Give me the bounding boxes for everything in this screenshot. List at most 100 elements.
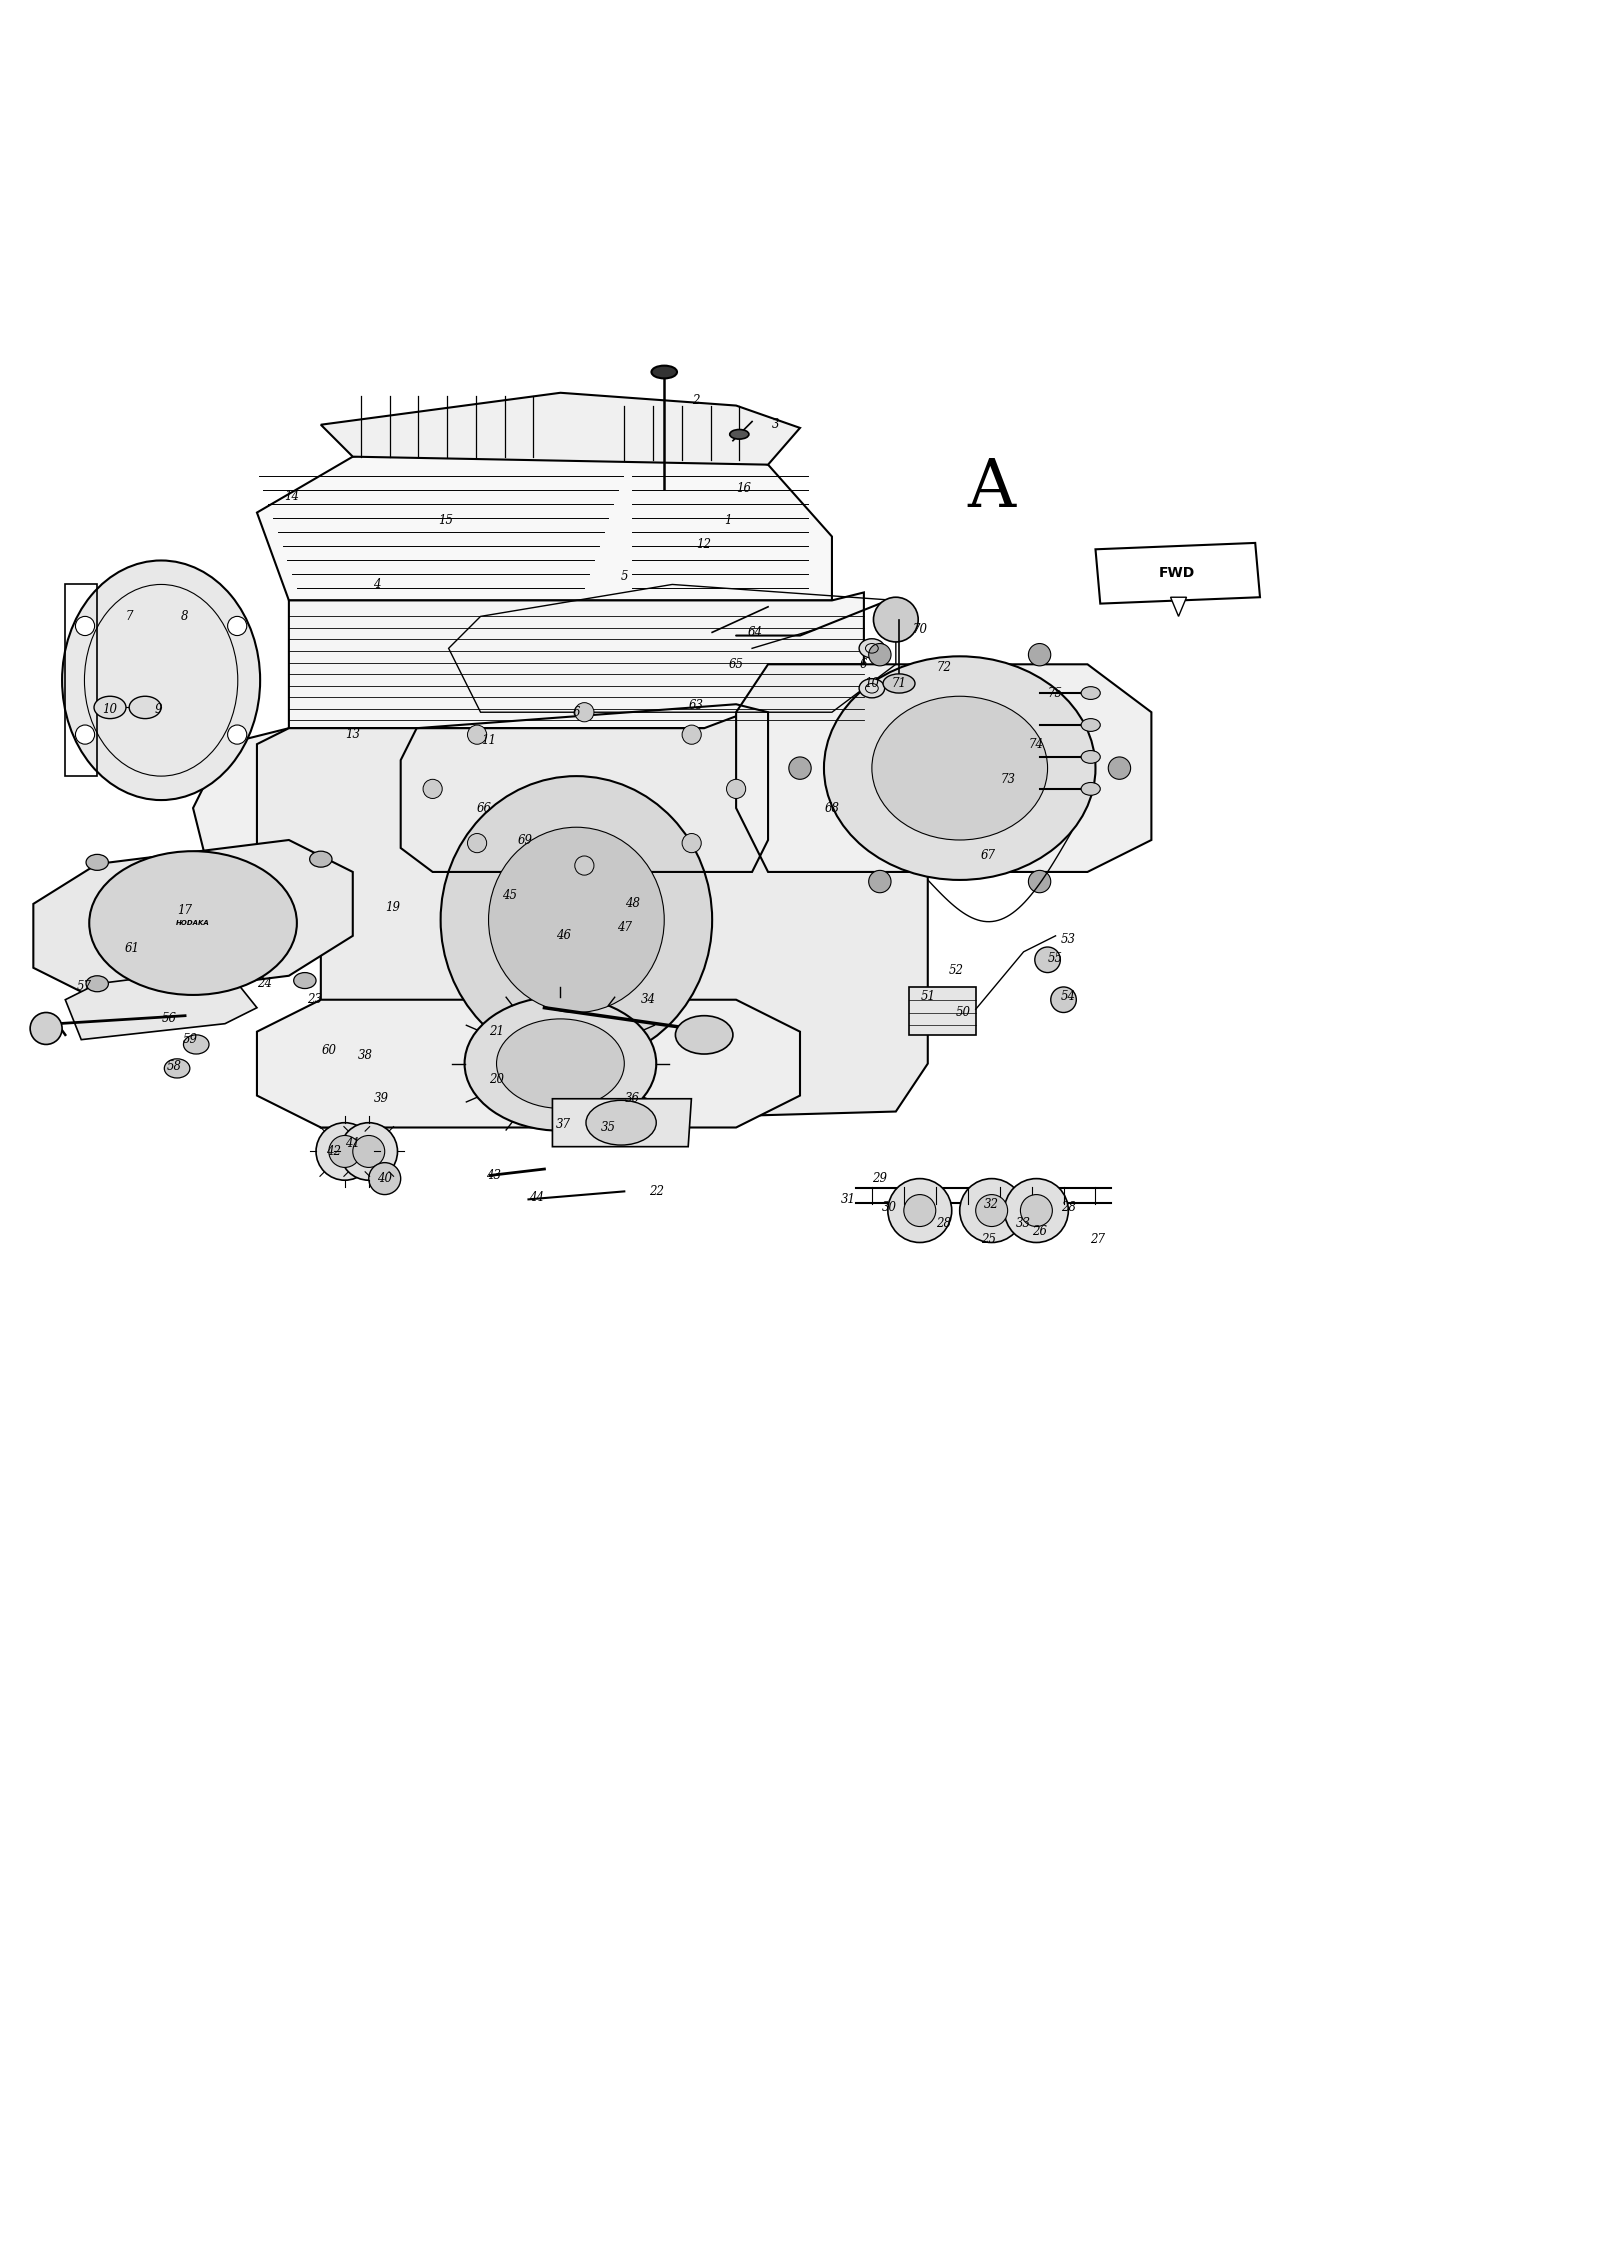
- Text: 24: 24: [258, 976, 272, 990]
- Ellipse shape: [675, 1015, 733, 1053]
- Ellipse shape: [330, 1137, 360, 1168]
- Text: 30: 30: [882, 1202, 898, 1213]
- Text: 41: 41: [346, 1137, 360, 1150]
- Text: 31: 31: [840, 1193, 856, 1206]
- Text: 46: 46: [557, 929, 571, 943]
- Ellipse shape: [75, 726, 94, 744]
- Text: 65: 65: [728, 658, 744, 670]
- Ellipse shape: [960, 1179, 1024, 1243]
- Ellipse shape: [883, 674, 915, 692]
- Text: 63: 63: [688, 699, 704, 713]
- Polygon shape: [736, 665, 1152, 873]
- Ellipse shape: [904, 1195, 936, 1227]
- Ellipse shape: [317, 1123, 373, 1179]
- Text: 50: 50: [955, 1006, 971, 1019]
- Text: 6: 6: [573, 706, 581, 719]
- Text: 28: 28: [936, 1218, 952, 1229]
- Text: 68: 68: [824, 801, 840, 814]
- Polygon shape: [66, 967, 258, 1040]
- Ellipse shape: [1082, 782, 1101, 796]
- Ellipse shape: [496, 1019, 624, 1109]
- Ellipse shape: [869, 870, 891, 893]
- Polygon shape: [322, 392, 800, 465]
- Ellipse shape: [872, 697, 1048, 841]
- Text: 44: 44: [530, 1191, 544, 1204]
- Text: 57: 57: [77, 981, 91, 994]
- Text: 27: 27: [1090, 1233, 1104, 1245]
- Text: 3: 3: [773, 417, 779, 431]
- Ellipse shape: [464, 997, 656, 1130]
- Ellipse shape: [75, 616, 94, 636]
- Ellipse shape: [586, 1100, 656, 1146]
- Text: 14: 14: [285, 489, 299, 503]
- Ellipse shape: [651, 365, 677, 379]
- Ellipse shape: [859, 679, 885, 697]
- Text: 58: 58: [166, 1060, 181, 1073]
- Polygon shape: [194, 728, 768, 936]
- Ellipse shape: [62, 561, 261, 801]
- Text: 64: 64: [747, 627, 763, 638]
- Text: 20: 20: [490, 1073, 504, 1087]
- Text: 15: 15: [438, 514, 453, 528]
- Ellipse shape: [1029, 870, 1051, 893]
- Polygon shape: [34, 841, 352, 999]
- Text: 69: 69: [518, 834, 533, 846]
- Ellipse shape: [90, 850, 298, 994]
- Text: 26: 26: [1032, 1224, 1046, 1238]
- Ellipse shape: [726, 780, 746, 798]
- Polygon shape: [258, 999, 800, 1128]
- Text: 25: 25: [981, 1233, 995, 1245]
- Text: 75: 75: [1048, 686, 1062, 699]
- Text: 71: 71: [891, 676, 907, 690]
- Ellipse shape: [859, 638, 885, 658]
- Text: 56: 56: [162, 1012, 176, 1026]
- Text: 54: 54: [1061, 990, 1075, 1003]
- Text: 4: 4: [373, 577, 381, 591]
- Ellipse shape: [824, 656, 1096, 879]
- Text: 21: 21: [490, 1026, 504, 1037]
- Ellipse shape: [94, 697, 126, 719]
- Text: 52: 52: [949, 965, 965, 976]
- Text: 38: 38: [358, 1049, 373, 1062]
- Text: 10: 10: [864, 676, 880, 690]
- Ellipse shape: [1005, 1179, 1069, 1243]
- Ellipse shape: [1082, 719, 1101, 731]
- Ellipse shape: [440, 776, 712, 1064]
- Text: 10: 10: [102, 704, 117, 715]
- Ellipse shape: [86, 976, 109, 992]
- Text: 55: 55: [1048, 952, 1062, 965]
- Polygon shape: [1096, 543, 1261, 604]
- Text: 12: 12: [696, 539, 712, 550]
- Text: 2: 2: [693, 395, 699, 408]
- Text: 17: 17: [178, 904, 192, 918]
- Text: 60: 60: [322, 1044, 336, 1058]
- Text: 47: 47: [618, 922, 632, 934]
- Text: FWD: FWD: [1158, 566, 1195, 580]
- Ellipse shape: [184, 1035, 210, 1053]
- Text: 11: 11: [482, 735, 496, 746]
- Text: 42: 42: [326, 1146, 341, 1159]
- Ellipse shape: [1021, 1195, 1053, 1227]
- Ellipse shape: [1109, 758, 1131, 780]
- Text: 8: 8: [181, 609, 189, 622]
- Text: 5: 5: [621, 571, 629, 584]
- Polygon shape: [258, 704, 928, 1128]
- Ellipse shape: [682, 834, 701, 852]
- Polygon shape: [909, 988, 976, 1035]
- Ellipse shape: [467, 726, 486, 744]
- Ellipse shape: [682, 726, 701, 744]
- Text: 28: 28: [1061, 1202, 1075, 1213]
- Text: 73: 73: [1000, 773, 1014, 785]
- Ellipse shape: [1051, 988, 1077, 1012]
- Text: 45: 45: [502, 888, 517, 902]
- Ellipse shape: [341, 1123, 397, 1179]
- Text: 70: 70: [912, 622, 928, 636]
- Text: 19: 19: [386, 900, 400, 913]
- Ellipse shape: [574, 857, 594, 875]
- Polygon shape: [552, 1098, 691, 1146]
- Text: 35: 35: [602, 1121, 616, 1134]
- Text: 66: 66: [477, 801, 491, 814]
- Ellipse shape: [1029, 643, 1051, 665]
- Ellipse shape: [467, 834, 486, 852]
- Ellipse shape: [30, 1012, 62, 1044]
